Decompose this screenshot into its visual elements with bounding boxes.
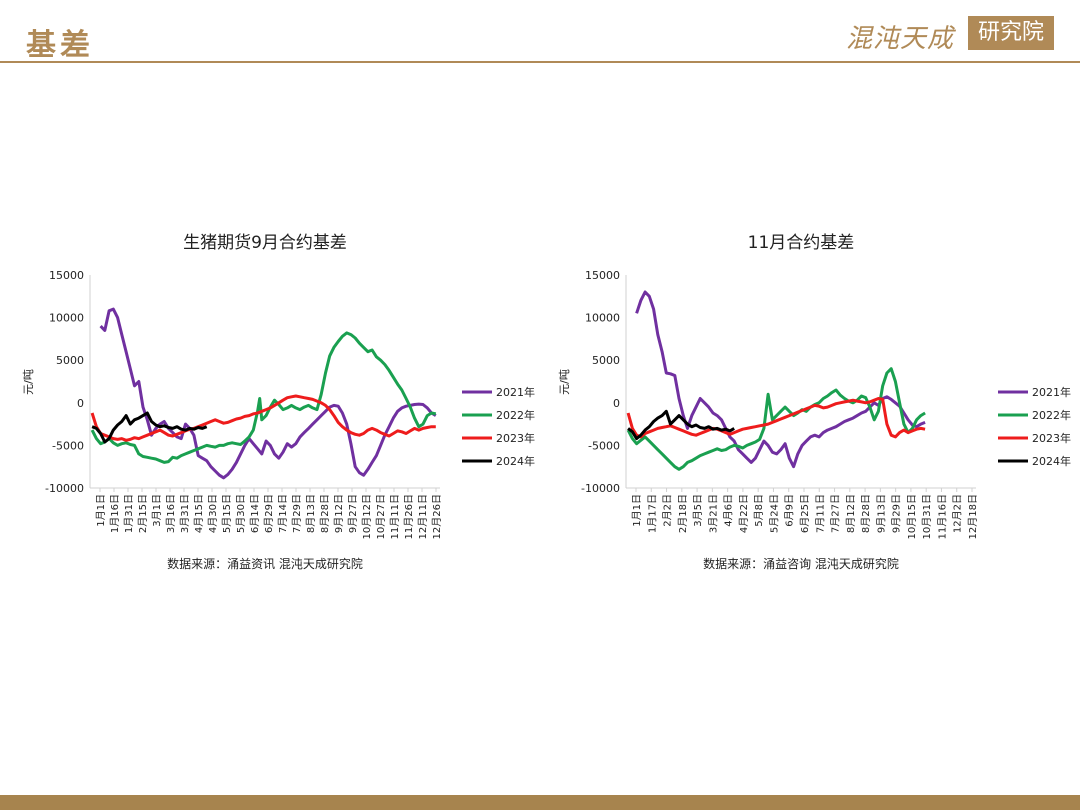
x-tick-label: 2月15日 bbox=[137, 494, 149, 533]
chart-title: 11月合约基差 bbox=[748, 233, 855, 253]
x-tick-label: 3月5日 bbox=[692, 494, 704, 527]
y-tick-label: 10000 bbox=[49, 312, 84, 325]
y-axis-label: 元/吨 bbox=[558, 369, 571, 395]
x-tick-label: 10月12日 bbox=[361, 494, 373, 539]
x-tick-label: 4月6日 bbox=[723, 494, 735, 527]
x-tick-label: 1月16日 bbox=[109, 494, 121, 533]
series-line-2021年 bbox=[99, 307, 437, 480]
x-tick-label: 3月21日 bbox=[707, 494, 719, 533]
legend-label: 2023年 bbox=[496, 431, 535, 445]
chart-title: 生猪期货9月合约基差 bbox=[183, 233, 347, 253]
series-line-2021年 bbox=[635, 290, 926, 469]
legend-label: 2024年 bbox=[496, 454, 535, 468]
x-tick-label: 1月17日 bbox=[646, 494, 658, 533]
x-tick-label: 3月31日 bbox=[179, 494, 191, 533]
x-tick-label: 9月27日 bbox=[347, 494, 359, 533]
x-tick-label: 10月31日 bbox=[921, 494, 933, 539]
brand-logo: 混沌天成 研究院 bbox=[846, 16, 1056, 54]
series-line-2022年 bbox=[626, 367, 926, 471]
x-tick-label: 11月26日 bbox=[403, 494, 415, 539]
x-tick-label: 11月11日 bbox=[389, 494, 401, 539]
y-tick-label: -10000 bbox=[45, 482, 84, 495]
x-tick-label: 12月18日 bbox=[967, 494, 979, 539]
x-tick-label: 6月9日 bbox=[784, 494, 796, 527]
x-tick-label: 5月15日 bbox=[221, 494, 233, 533]
x-tick-label: 10月15日 bbox=[906, 494, 918, 539]
x-tick-label: 5月24日 bbox=[768, 494, 780, 533]
series-line-2024年 bbox=[91, 411, 208, 444]
x-tick-label: 8月13日 bbox=[305, 494, 317, 533]
logo-box-text: 研究院 bbox=[968, 16, 1054, 50]
x-tick-label: 1月31日 bbox=[123, 494, 135, 533]
x-tick-label: 8月28日 bbox=[319, 494, 331, 533]
x-tick-label: 11月16日 bbox=[936, 494, 948, 539]
x-tick-label: 9月12日 bbox=[333, 494, 345, 533]
x-tick-label: 12月2日 bbox=[952, 494, 964, 533]
y-tick-label: 5000 bbox=[592, 354, 620, 367]
legend-label: 2024年 bbox=[1032, 454, 1071, 468]
x-tick-label: 3月16日 bbox=[165, 494, 177, 533]
x-tick-label: 1月1日 bbox=[95, 494, 107, 527]
legend-label: 2022年 bbox=[496, 408, 535, 422]
x-tick-label: 8月12日 bbox=[845, 494, 857, 533]
y-tick-label: 15000 bbox=[49, 269, 84, 282]
x-tick-label: 4月22日 bbox=[738, 494, 750, 533]
x-tick-label: 6月29日 bbox=[263, 494, 275, 533]
y-axis-label: 元/吨 bbox=[22, 369, 35, 395]
x-tick-label: 9月29日 bbox=[891, 494, 903, 533]
x-tick-label: 6月25日 bbox=[799, 494, 811, 533]
y-tick-label: -5000 bbox=[588, 439, 620, 452]
x-tick-label: 1月1日 bbox=[631, 494, 643, 527]
series-line-2022年 bbox=[90, 331, 437, 464]
x-tick-label: 7月27日 bbox=[830, 494, 842, 533]
y-tick-label: -10000 bbox=[581, 482, 620, 495]
series-line-2023年 bbox=[90, 394, 436, 442]
x-tick-label: 5月30日 bbox=[235, 494, 247, 533]
x-tick-label: 6月14日 bbox=[249, 494, 261, 533]
footer-bar bbox=[0, 795, 1080, 810]
x-tick-label: 2月18日 bbox=[677, 494, 689, 533]
legend-label: 2021年 bbox=[1032, 385, 1071, 399]
source-note: 数据来源：涌益咨询 混沌天成研究院 bbox=[703, 556, 899, 571]
x-tick-label: 7月14日 bbox=[277, 494, 289, 533]
x-tick-label: 3月1日 bbox=[151, 494, 163, 527]
legend-label: 2022年 bbox=[1032, 408, 1071, 422]
x-tick-label: 4月30日 bbox=[207, 494, 219, 533]
y-tick-label: 15000 bbox=[585, 269, 620, 282]
x-tick-label: 7月11日 bbox=[814, 494, 826, 533]
x-tick-label: 4月15日 bbox=[193, 494, 205, 533]
y-tick-label: 0 bbox=[77, 397, 84, 410]
series-line-2023年 bbox=[626, 397, 926, 439]
legend-label: 2023年 bbox=[1032, 431, 1071, 445]
x-tick-label: 2月2日 bbox=[662, 494, 674, 527]
legend-label: 2021年 bbox=[496, 385, 535, 399]
y-tick-label: 10000 bbox=[585, 312, 620, 325]
x-tick-label: 12月26日 bbox=[431, 494, 443, 539]
y-tick-label: 0 bbox=[613, 397, 620, 410]
series-line-2024年 bbox=[627, 409, 735, 441]
x-tick-label: 9月13日 bbox=[875, 494, 887, 533]
logo-text: 混沌天成 bbox=[846, 24, 955, 54]
x-tick-label: 10月27日 bbox=[375, 494, 387, 539]
y-tick-label: -5000 bbox=[52, 439, 84, 452]
x-tick-label: 7月29日 bbox=[291, 494, 303, 533]
y-tick-label: 5000 bbox=[56, 354, 84, 367]
source-note: 数据来源：涌益资讯 混沌天成研究院 bbox=[167, 556, 363, 571]
header-rule bbox=[0, 61, 1080, 63]
x-tick-label: 5月8日 bbox=[753, 494, 765, 527]
x-tick-label: 12月11日 bbox=[417, 494, 429, 539]
page-title: 基差 bbox=[26, 28, 94, 63]
x-tick-label: 8月28日 bbox=[860, 494, 872, 533]
